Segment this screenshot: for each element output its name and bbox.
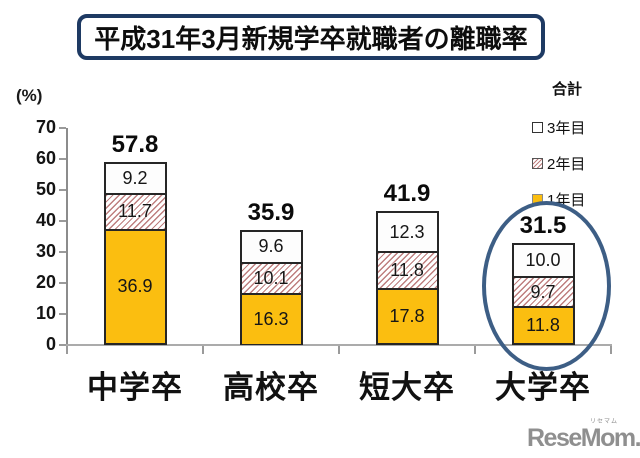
bar-segment-3年目: 12.3 [377,213,437,252]
y-axis-tick [59,251,66,253]
y-axis-tick [59,158,66,160]
bar-segment-3年目: 9.2 [105,164,165,193]
legend-item-year2: 2年目 [532,155,632,173]
resemom-logo-ruby: リセマム [589,419,618,425]
segment-value-label: 16.3 [253,308,289,329]
y-axis-tick [59,313,66,315]
legend: 合計 3年目 2年目 1年目 [532,78,632,209]
segment-value-label: 36.9 [117,276,153,297]
category-label-2: 高校卒 [223,370,319,405]
segment-value-label: 11.7 [118,201,152,222]
legend-title: 合計 [552,81,583,98]
y-tick-label: 30 [35,241,56,261]
segment-value-label: 9.6 [258,236,284,257]
bar-segment-1年目: 17.8 [377,287,437,343]
segment-value-label: 9.7 [530,281,556,302]
y-axis-tick [59,220,66,222]
stacked-bar-1: 9.2 11.7 36.9 [103,162,167,345]
y-axis-tick [59,344,66,346]
x-axis-tick [474,346,476,354]
bar-segment-3年目: 9.6 [241,232,301,262]
category-label-1: 中学卒 [87,370,183,405]
hatched-square-icon [532,157,543,169]
legend-item-year3: 3年目 [532,119,632,137]
legend-label-year2: 2年目 [547,155,586,173]
stacked-bar-2: 9.6 10.1 16.3 [239,230,303,345]
y-axis-tick [59,127,66,129]
x-axis-tick [202,346,204,354]
segment-value-label: 11.8 [526,314,560,335]
x-axis-line [66,344,612,346]
bar-segment-1年目: 36.9 [105,228,165,344]
y-axis-tick [59,282,66,284]
y-tick-label: 0 [45,334,56,354]
bar-segment-2年目: 11.8 [377,251,437,288]
total-value-label: 57.8 [111,131,159,158]
chart-title-box: 平成31年3月新規学卒就職者の離職率 [77,14,545,60]
bar-segment-2年目: 11.7 [105,192,165,229]
x-axis-tick [338,346,340,354]
y-axis-tick [59,189,66,191]
resemom-logo: リセマム ReseMom. [527,419,640,452]
highlight-ellipse-annotation [482,201,611,371]
legend-label-year3: 3年目 [547,119,586,137]
stacked-bar-3: 12.3 11.8 17.8 [375,211,439,345]
chart-title: 平成31年3月新規学卒就職者の離職率 [94,23,528,54]
y-tick-label: 70 [35,117,56,137]
segment-value-label: 17.8 [389,305,425,326]
y-axis-unit-label: (%) [16,86,43,105]
resemom-logo-text: ReseMom. [527,424,640,452]
segment-value-label: 11.8 [390,259,424,280]
y-axis-line [66,128,68,346]
white-square-icon [532,121,543,133]
x-axis-tick [610,346,612,354]
y-tick-label: 10 [35,303,56,323]
segment-value-label: 9.2 [122,167,148,188]
y-tick-label: 60 [35,148,56,168]
category-label-4: 大学卒 [495,370,591,405]
total-value-label: 41.9 [383,180,431,207]
segment-value-label: 10.1 [253,267,289,288]
x-axis-tick [66,346,68,354]
total-value-label: 35.9 [247,199,295,226]
segment-value-label: 12.3 [389,221,425,242]
bar-segment-2年目: 10.1 [241,261,301,294]
y-tick-label: 20 [35,272,56,292]
y-tick-label: 40 [35,210,56,230]
bar-segment-1年目: 16.3 [241,293,301,344]
segment-value-label: 10.0 [525,250,561,270]
category-label-3: 短大卒 [359,370,455,405]
y-tick-label: 50 [35,179,56,199]
